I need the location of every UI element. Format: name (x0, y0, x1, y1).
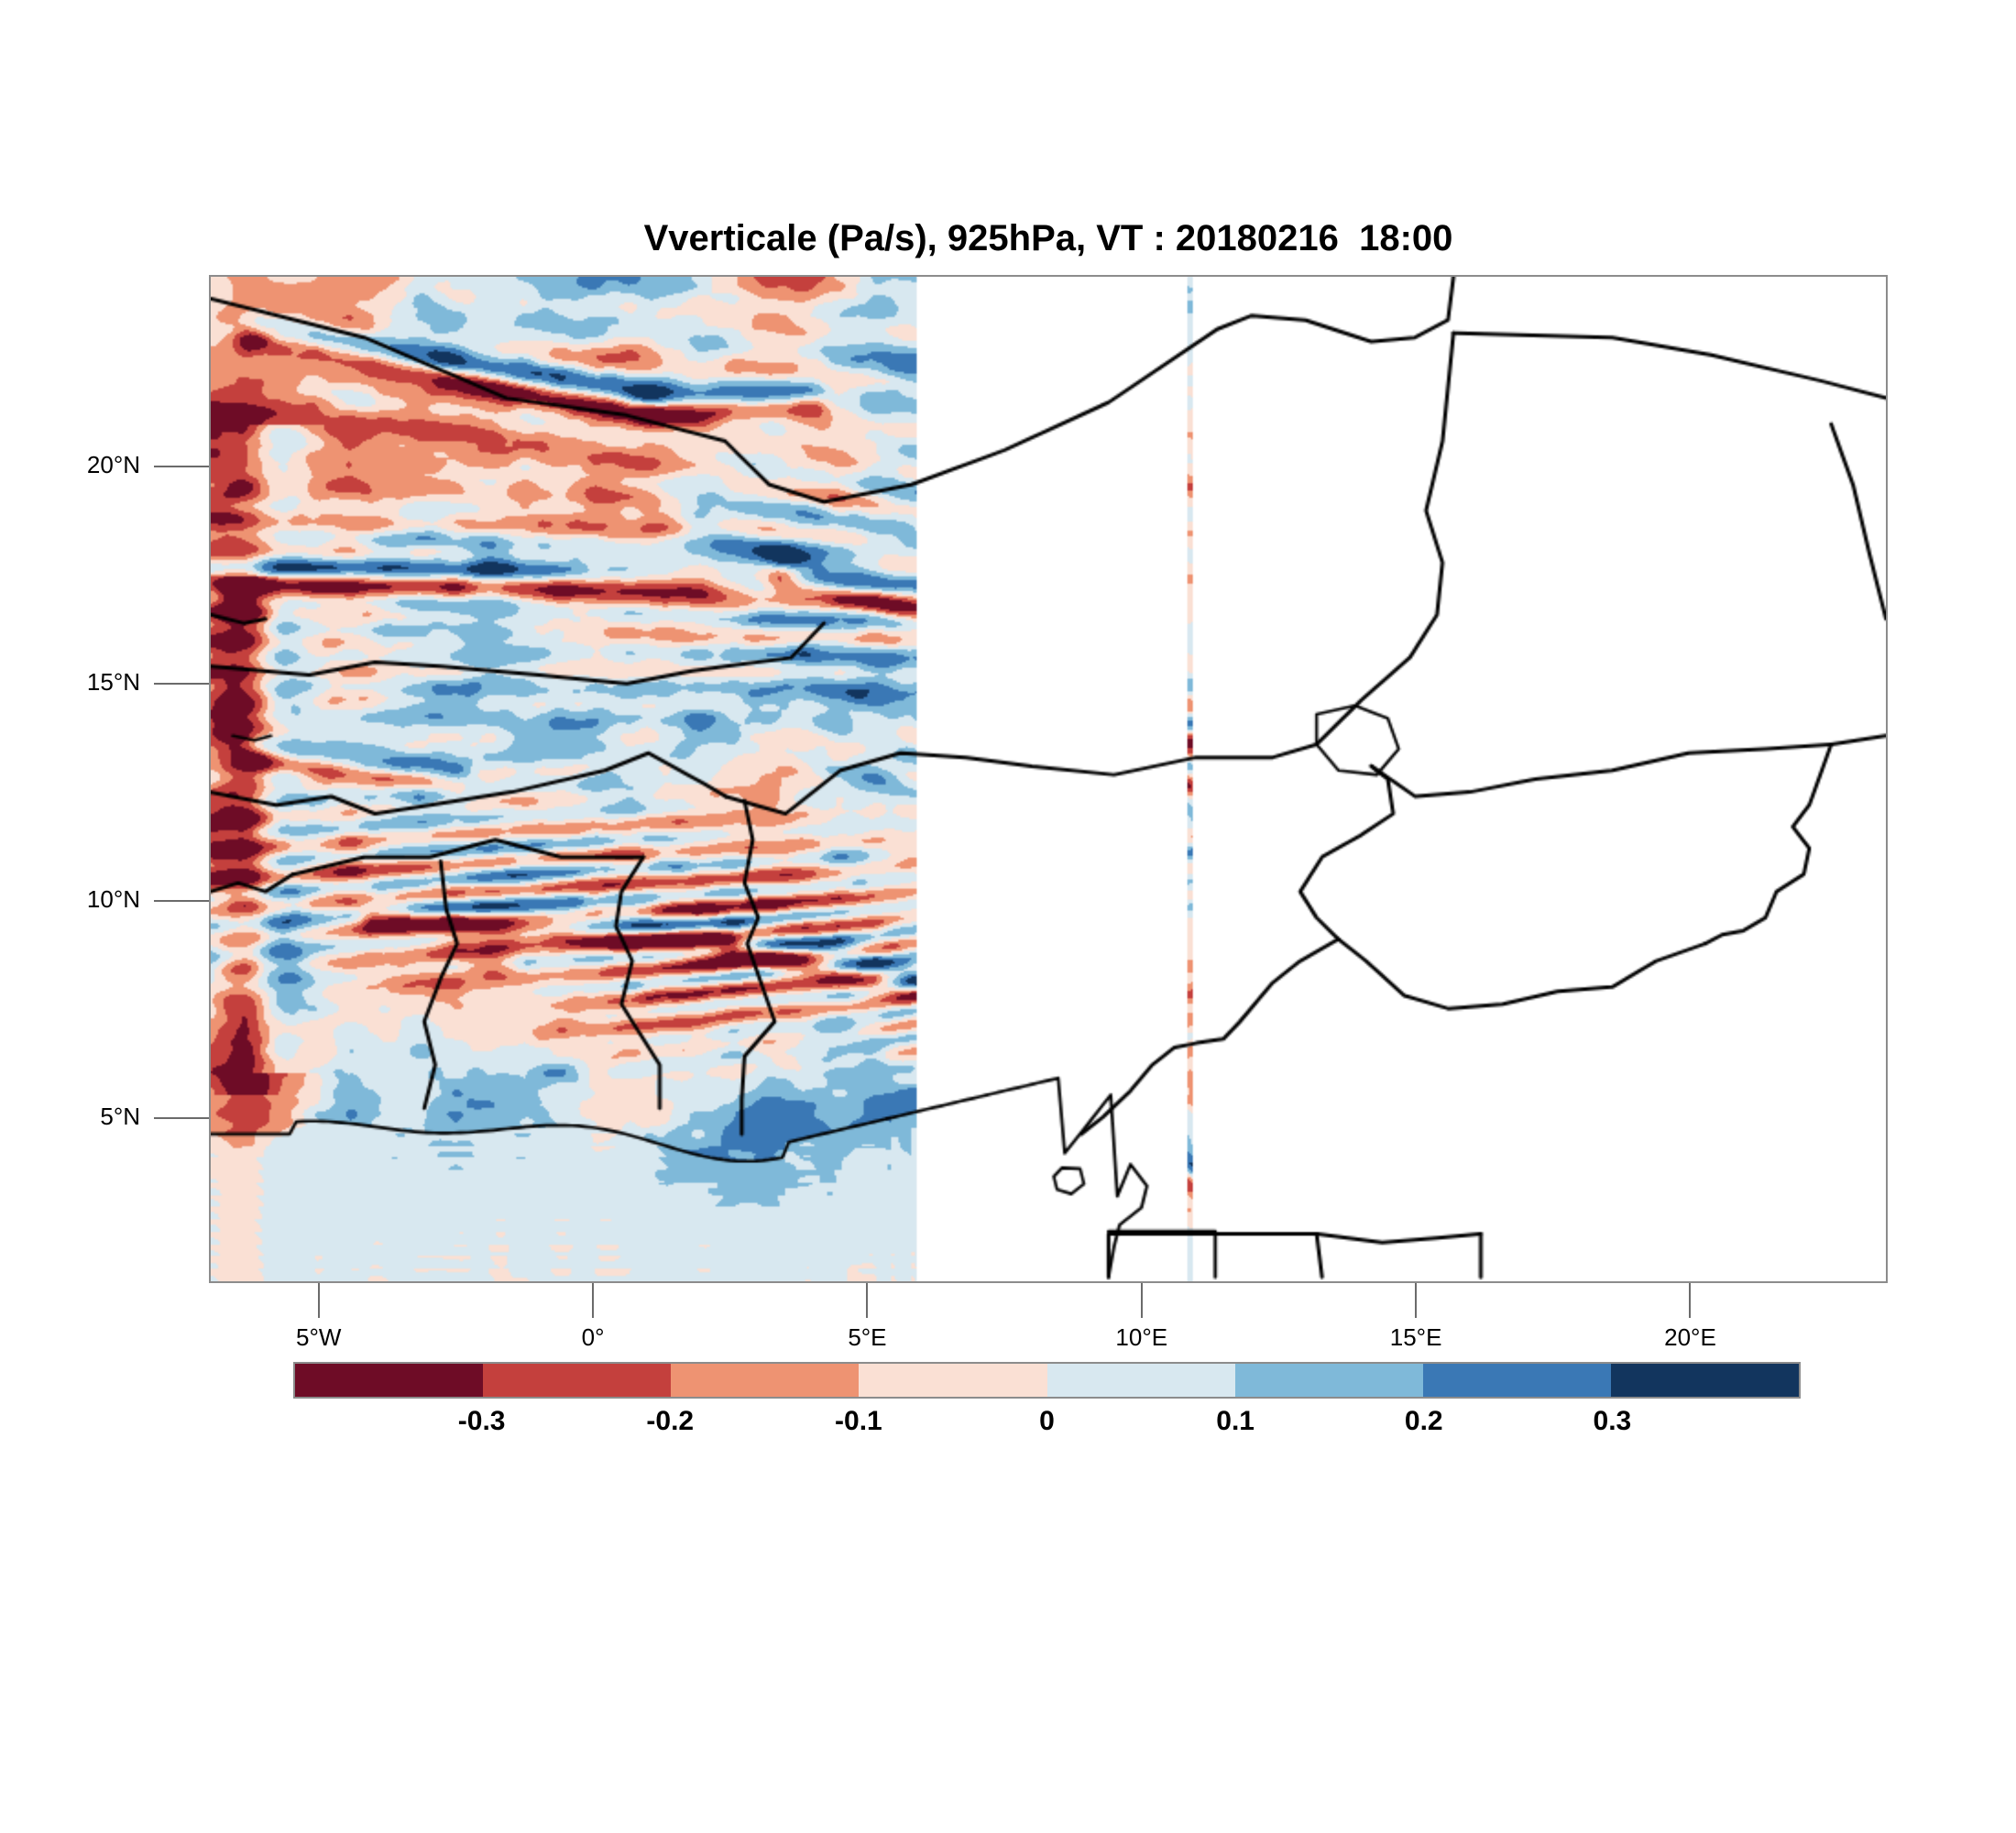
latitude-tick-mark (154, 899, 209, 902)
latitude-tick-label-0: 20°N (86, 450, 140, 478)
latitude-tick-label-1: 15°N (86, 667, 140, 696)
colorbar-tick-label-2: -0.1 (835, 1406, 882, 1436)
colorbar-bands (293, 1362, 1801, 1399)
latitude-tick-mark (154, 465, 209, 467)
latitude-tick-mark (154, 1116, 209, 1119)
longitude-tick-label-3: 10°E (1115, 1323, 1168, 1351)
latitude-tick-label-2: 10°N (86, 884, 140, 913)
colorbar-band-4 (1046, 1364, 1235, 1397)
longitude-tick-label-0: 5°W (296, 1323, 342, 1351)
longitude-tick-label-4: 15°E (1389, 1323, 1442, 1351)
colorbar-band-1 (483, 1364, 672, 1397)
longitude-tick-mark (1415, 1283, 1418, 1318)
latitude-tick-label-3: 5°N (100, 1102, 140, 1130)
longitude-tick-mark (1140, 1283, 1143, 1318)
coastline-border-overlay (211, 277, 1886, 1281)
colorbar-band-5 (1234, 1364, 1423, 1397)
longitude-tick-label-1: 0° (581, 1323, 605, 1351)
longitude-tick-mark (592, 1283, 595, 1318)
colorbar-tick-label-4: 0.1 (1216, 1406, 1255, 1436)
colorbar-tick-label-1: -0.2 (646, 1406, 695, 1436)
longitude-tick-mark (317, 1283, 320, 1318)
colorbar-tick-label-0: -0.3 (457, 1406, 506, 1436)
colorbar[interactable] (293, 1362, 1801, 1399)
page-title: Vverticale (Pa/s), 925hPa, VT : 20180216… (643, 218, 1453, 258)
latitude-tick-mark (154, 682, 209, 685)
colorbar-tick-label-3: 0 (1039, 1406, 1055, 1436)
colorbar-tick-label-6: 0.3 (1593, 1406, 1632, 1436)
colorbar-band-6 (1422, 1364, 1611, 1397)
colorbar-band-3 (859, 1364, 1047, 1397)
colorbar-tick-label-5: 0.2 (1404, 1406, 1443, 1436)
map-plot-area[interactable] (209, 275, 1888, 1283)
longitude-tick-mark (866, 1283, 869, 1318)
longitude-tick-label-2: 5°E (848, 1323, 887, 1351)
colorbar-band-2 (671, 1364, 860, 1397)
longitude-tick-mark (1689, 1283, 1692, 1318)
longitude-tick-label-5: 20°E (1664, 1323, 1716, 1351)
colorbar-band-0 (295, 1364, 484, 1397)
colorbar-band-7 (1610, 1364, 1799, 1397)
